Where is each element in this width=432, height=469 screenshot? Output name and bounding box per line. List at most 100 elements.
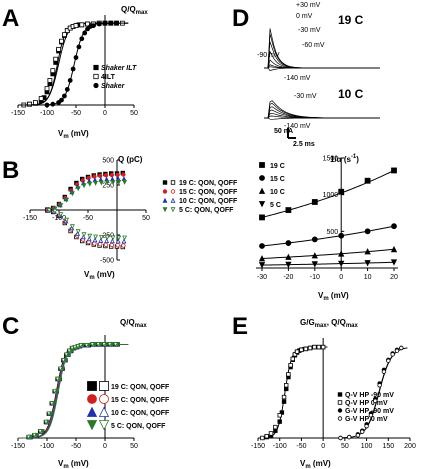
data-point-d <box>258 262 266 269</box>
legend-label-a: Shaker <box>101 83 126 90</box>
data-point-off-b <box>121 238 127 244</box>
data-point-a <box>56 46 61 52</box>
x-tick-label-c: 0 <box>103 443 107 450</box>
data-point-d <box>258 255 266 262</box>
data-point-e <box>312 344 317 350</box>
panel-letter-a: A <box>2 5 19 32</box>
data-point-e <box>268 431 274 436</box>
data-point-d <box>391 167 397 174</box>
data-point-a <box>62 32 67 38</box>
x-tick-label-a: -50 <box>71 110 81 117</box>
panel-letter-e: E <box>232 313 248 340</box>
data-point-on-b <box>75 186 81 192</box>
trace-19c <box>264 67 380 72</box>
data-point-off-b <box>115 238 121 244</box>
panel-c: C -150 -100 -50 0 50 19 C: QON, QOFF 15 C: QON… <box>2 313 170 469</box>
trace-voltage-label: -30 mV <box>294 93 317 100</box>
x-tick-label-e: 150 <box>382 443 394 450</box>
data-point-off-c <box>49 401 55 407</box>
legend-marker-off-b <box>170 180 176 185</box>
legend-label-e: G-V HP -90 mV <box>345 408 394 415</box>
data-point-on-b <box>52 206 58 212</box>
legend-marker-off-c <box>98 420 110 431</box>
data-point-a <box>50 68 56 74</box>
data-point-d <box>311 252 318 259</box>
data-point-off-c <box>52 388 58 394</box>
data-point-d <box>311 199 318 205</box>
data-point-a <box>91 23 96 29</box>
data-point-off-c <box>60 358 66 363</box>
data-point-a <box>108 20 114 26</box>
legend-label-d: 15 C <box>270 176 285 183</box>
data-point-off-b <box>81 232 87 238</box>
x-tick-label-b: -50 <box>83 215 93 222</box>
data-point-on-b <box>87 181 93 187</box>
legend-marker-a <box>93 82 99 89</box>
legend-marker-on-c <box>86 420 98 431</box>
legend-label-d: 10 C <box>270 189 285 196</box>
legend-label-b: 5 C: QON, QOFF <box>179 207 234 214</box>
legend-marker-d <box>259 175 265 181</box>
scale-time-label: 2.5 ms <box>293 141 315 148</box>
data-point-e <box>286 372 291 377</box>
legend-label-d: 5 C <box>270 202 281 209</box>
data-point-e <box>294 349 300 354</box>
trace-voltage-label: -90 mV <box>257 52 280 59</box>
x-tick-label-d: -20 <box>283 274 293 281</box>
data-point-off-c <box>101 342 107 348</box>
x-tick-label-a: 0 <box>103 110 107 117</box>
data-point-a <box>102 20 108 26</box>
data-point-off-b <box>122 235 128 241</box>
data-point-d <box>285 261 292 269</box>
data-point-off-b <box>52 208 58 214</box>
y-tick-label-d: 500 <box>327 229 339 236</box>
data-point-on-b <box>81 183 87 189</box>
legend-marker-d <box>259 162 265 168</box>
data-point-e <box>284 383 289 388</box>
panel-letter-c: C <box>2 313 19 340</box>
data-point-a <box>53 56 59 62</box>
data-point-e <box>390 352 395 357</box>
x-tick-label-c: 50 <box>130 443 138 450</box>
x-tick-label-c: -50 <box>71 443 81 450</box>
data-point-d <box>338 188 345 195</box>
panel-e: E -150 -100 -50 0 50 100 150 200 Q-V HP -90 mVQ-… <box>232 313 416 469</box>
data-point-e <box>281 394 287 400</box>
legend-marker-d <box>258 201 266 208</box>
legend-marker-e <box>337 416 343 421</box>
data-point-on-b <box>103 172 109 178</box>
ylabel-c: Q/Qmax <box>120 318 147 329</box>
data-point-off-c <box>46 411 52 417</box>
trace-voltage-label: -140 mV <box>284 123 311 130</box>
data-point-a <box>33 100 38 105</box>
legend-marker-a <box>93 73 99 80</box>
data-point-e <box>381 369 387 374</box>
data-point-off-b <box>92 237 98 243</box>
y-tick-label-b: 500 <box>102 158 114 165</box>
data-point-a <box>62 93 67 99</box>
trace-10c <box>264 106 380 119</box>
ylabel-e: G/Gmax, Q/Qmax <box>300 318 358 329</box>
data-point-e <box>288 363 293 368</box>
legend-marker-on-b <box>162 207 168 213</box>
data-point-off-c <box>43 419 49 425</box>
data-point-e <box>299 347 304 353</box>
x-tick-label-d: 20 <box>390 274 398 281</box>
data-point-a <box>47 78 53 83</box>
x-tick-label-d: 0 <box>339 274 343 281</box>
data-point-e <box>386 358 391 363</box>
data-point-a <box>82 30 88 36</box>
legend-label-e: Q-V HP 0 mV <box>345 400 388 407</box>
data-point-d <box>364 248 371 255</box>
x-tick-label-b: -150 <box>23 215 37 222</box>
trace-voltage-label: 0 mV <box>296 13 313 20</box>
data-point-a <box>70 66 76 72</box>
panel-d: D +30 mV 0 mV -30 mV -60 mV -90 mV -140 mV -30… <box>232 2 398 302</box>
data-point-off-b <box>75 229 81 235</box>
x-tick-label-b: -100 <box>52 215 66 222</box>
data-point-e <box>277 413 282 418</box>
data-point-on-b <box>98 180 104 186</box>
x-tick-label-e: 100 <box>361 443 373 450</box>
data-point-off-b <box>87 233 93 239</box>
